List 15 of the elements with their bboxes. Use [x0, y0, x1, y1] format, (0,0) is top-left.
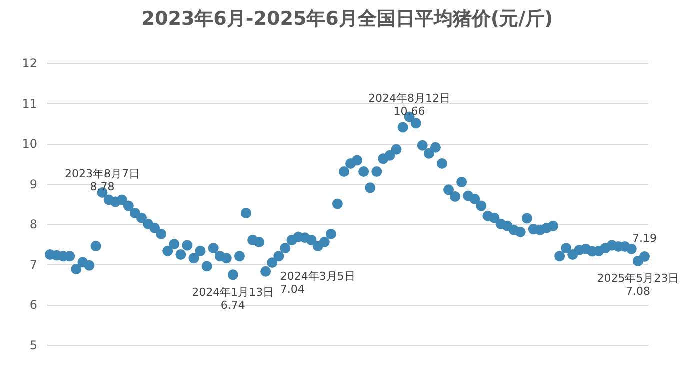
y-tick-label: 7 — [30, 258, 38, 272]
data-label: 2025年5月23日 7.08 — [597, 272, 680, 298]
data-label: 2024年1月13日 6.74 — [192, 286, 274, 312]
y-tick-label: 12 — [22, 56, 38, 70]
y-tick-label: 8 — [30, 218, 38, 232]
y-tick-label: 10 — [22, 137, 38, 152]
data-label: 2024年3月5日 7.04 — [280, 270, 356, 296]
y-tick-label: 11 — [22, 96, 38, 111]
y-tick-label: 9 — [30, 177, 38, 192]
chart-title: 2023年6月-2025年6月全国日平均猪价(元/斤) — [142, 8, 554, 30]
data-label: 2023年8月7日 8.78 — [65, 168, 140, 194]
data-label: 7.19 — [632, 232, 657, 245]
data-label: 2024年8月12日 10.66 — [368, 92, 451, 118]
y-tick-label: 6 — [30, 298, 38, 312]
y-tick-label: 5 — [30, 338, 38, 352]
